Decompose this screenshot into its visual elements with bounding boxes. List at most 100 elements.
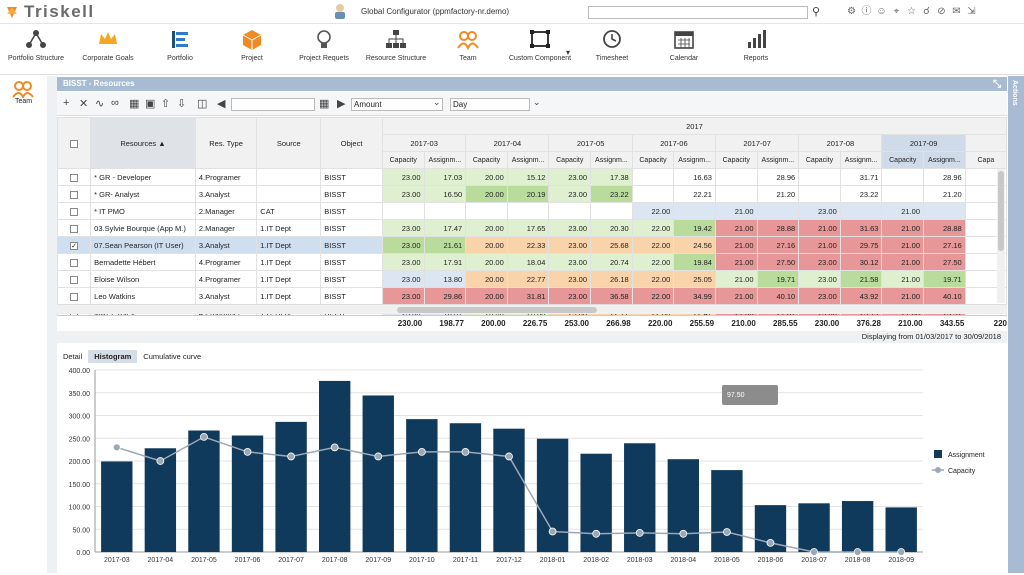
scrollbar-thumb[interactable] (397, 307, 597, 313)
period-select[interactable]: Day (450, 98, 530, 111)
nav-custom-component[interactable]: Custom Component (509, 24, 571, 75)
value-cell[interactable] (714, 185, 758, 203)
value-cell[interactable]: 21.00 (714, 270, 758, 288)
bar-assignment[interactable] (885, 507, 917, 552)
value-cell[interactable]: 31.63 (839, 219, 883, 237)
rss-icon[interactable]: ⌖ (893, 6, 900, 17)
capacity-point[interactable] (330, 443, 339, 452)
resource-name[interactable]: * GR - Developer (90, 168, 196, 186)
col-resources[interactable]: Resources ▲ (90, 117, 196, 169)
value-cell[interactable] (881, 185, 925, 203)
settings-icon[interactable]: ⚙ (847, 6, 856, 17)
value-cell[interactable]: 31.81 (506, 287, 550, 305)
delete-icon[interactable]: ✕ (79, 98, 89, 110)
value-cell[interactable]: 21.00 (881, 270, 925, 288)
value-cell[interactable]: 21.00 (714, 202, 758, 220)
bar-assignment[interactable] (144, 448, 177, 552)
row-select-cell[interactable] (57, 202, 92, 220)
col-object[interactable]: Object (320, 117, 383, 169)
resource-name[interactable]: Eloise Wilson (90, 270, 196, 288)
value-cell[interactable]: 28.88 (923, 219, 966, 237)
custom-component-dropdown-icon[interactable]: ▾ (566, 48, 571, 57)
value-cell[interactable]: 23.00 (548, 236, 592, 254)
value-cell[interactable]: 20.00 (465, 287, 508, 305)
value-cell[interactable]: 36.58 (590, 287, 633, 305)
value-cell[interactable] (798, 168, 841, 186)
collapse-strip[interactable] (47, 76, 57, 573)
capacity-point[interactable] (112, 443, 121, 452)
value-cell[interactable]: 13.80 (423, 270, 467, 288)
value-cell[interactable]: 19.84 (673, 253, 716, 271)
value-cell[interactable]: 34.99 (673, 287, 716, 305)
resource-name[interactable]: Leo Watkins (90, 287, 196, 305)
value-cell[interactable] (923, 202, 966, 220)
analytics-icon[interactable]: ∿ (95, 98, 105, 110)
value-cell[interactable] (756, 202, 800, 220)
nav-project[interactable]: Project (232, 24, 272, 75)
bar-assignment[interactable] (841, 501, 874, 552)
row-checkbox[interactable] (70, 258, 79, 267)
chat-icon[interactable]: ✉ (952, 6, 961, 17)
resource-name[interactable]: Bernadette Hébert (90, 253, 196, 271)
value-cell[interactable]: 21.00 (881, 236, 925, 254)
resource-name[interactable]: 07.Sean Pearson (IT User) (90, 236, 196, 254)
bar-assignment[interactable] (318, 380, 351, 552)
value-cell[interactable]: 22.33 (506, 236, 550, 254)
value-cell[interactable]: 23.00 (798, 253, 841, 271)
value-cell[interactable]: 19.71 (756, 270, 800, 288)
row-checkbox[interactable] (70, 207, 79, 216)
value-cell[interactable] (714, 168, 758, 186)
value-cell[interactable]: 21.00 (714, 287, 758, 305)
bar-assignment[interactable] (798, 503, 830, 552)
col-res-type[interactable]: Res. Type (194, 117, 258, 169)
value-cell[interactable]: 20.00 (465, 253, 508, 271)
legend-assignment-label[interactable]: Assignment (948, 452, 985, 459)
capacity-point[interactable] (287, 452, 296, 461)
value-cell[interactable]: 23.00 (381, 219, 425, 237)
value-cell[interactable] (381, 202, 425, 220)
table-row[interactable]: Eloise Wilson 4.Programer 1.IT Dept BISST 23… (57, 270, 1007, 288)
bar-assignment[interactable] (362, 395, 394, 552)
value-cell[interactable]: 23.00 (548, 287, 592, 305)
value-cell[interactable]: 23.00 (548, 168, 592, 186)
value-cell[interactable] (673, 202, 716, 220)
nav-project-requests[interactable]: Project Requets (299, 24, 349, 75)
value-cell[interactable]: 15.12 (506, 168, 550, 186)
value-cell[interactable]: 21.00 (714, 253, 758, 271)
capacity-point[interactable] (897, 548, 906, 556)
resource-name[interactable]: * GR- Analyst (90, 185, 196, 203)
table-row[interactable]: * GR- Analyst 3.Analyst BISST 23.00 16.50 20.… (57, 185, 1007, 203)
capacity-point[interactable] (592, 529, 601, 538)
next-icon[interactable]: ▶ (337, 98, 346, 110)
value-cell[interactable]: 40.10 (923, 287, 966, 305)
value-cell[interactable]: 27.50 (756, 253, 800, 271)
value-cell[interactable]: 21.00 (881, 287, 925, 305)
bar-assignment[interactable] (406, 419, 438, 552)
team-assign-icon[interactable]: ∞ (111, 97, 119, 109)
value-cell[interactable] (548, 202, 592, 220)
value-cell[interactable]: 30.12 (839, 253, 883, 271)
capacity-point[interactable] (156, 457, 165, 465)
value-cell[interactable] (798, 185, 841, 203)
value-cell[interactable]: 23.00 (548, 185, 592, 203)
resource-name[interactable]: * IT PMO (90, 202, 196, 220)
table-row[interactable]: * GR - Developer 4.Programer BISST 23.00 17.… (57, 168, 1007, 186)
legend-capacity-label[interactable]: Capacity (948, 468, 976, 475)
value-cell[interactable]: 23.00 (548, 270, 592, 288)
value-cell[interactable]: 23.00 (798, 202, 841, 220)
star-icon[interactable]: ☆ (907, 6, 916, 17)
nav-timesheet[interactable]: Timesheet (592, 24, 632, 75)
help-icon[interactable]: ⓘ (861, 6, 872, 17)
value-cell[interactable]: 23.22 (839, 185, 883, 203)
value-cell[interactable]: 31.71 (839, 168, 883, 186)
table-row[interactable]: ✓ 07.Sean Pearson (IT User) 3.Analyst 1.IT … (57, 236, 1007, 254)
actions-panel[interactable]: Actions (1008, 76, 1024, 573)
search-input[interactable] (588, 6, 808, 19)
value-cell[interactable]: 21.20 (756, 185, 800, 203)
ban-icon[interactable]: ⊘ (937, 6, 946, 17)
logo[interactable]: Triskell (4, 2, 95, 21)
nav-reports[interactable]: Reports (736, 24, 776, 75)
date-picker-icon[interactable]: ▦ (319, 98, 330, 110)
value-cell[interactable]: 17.03 (423, 168, 467, 186)
logout-icon[interactable]: ⇲ (967, 6, 976, 17)
